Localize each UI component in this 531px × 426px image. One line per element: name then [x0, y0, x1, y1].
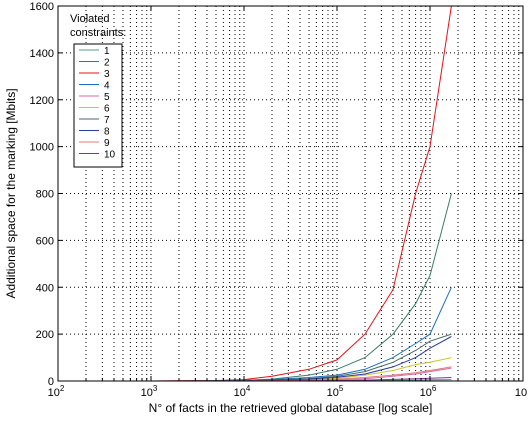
- legend-label-4: 4: [104, 81, 110, 92]
- x-tick-base: 10: [327, 387, 339, 399]
- x-tick-base: 10: [420, 387, 432, 399]
- x-tick-label: 103: [141, 384, 158, 399]
- y-axis-label: Additional space for the marking [Mbits]: [4, 88, 18, 298]
- y-tick-label: 800: [36, 189, 54, 201]
- x-tick-label: 10: [515, 387, 527, 399]
- x-tick-base: 10: [48, 387, 60, 399]
- x-tick-exponent: 6: [432, 384, 437, 393]
- x-tick-exponent: 5: [339, 384, 344, 393]
- x-tick-label: 105: [327, 384, 344, 399]
- y-tick-label: 1000: [30, 142, 54, 154]
- y-tick-label: 1600: [30, 1, 54, 13]
- x-tick-exponent: 4: [246, 384, 251, 393]
- y-tick-label: 1400: [30, 48, 54, 60]
- legend-label-2: 2: [104, 58, 110, 69]
- grid: [58, 6, 523, 381]
- y-tick-label: 0: [48, 376, 54, 388]
- x-tick-base: 10: [234, 387, 246, 399]
- x-tick-label: 106: [420, 384, 437, 399]
- legend-label-5: 5: [104, 92, 110, 103]
- series-line-3: [58, 6, 452, 381]
- legend-label-9: 9: [104, 138, 110, 149]
- legend-label-3: 3: [104, 69, 110, 80]
- y-tick-label: 200: [36, 329, 54, 341]
- legend-label-7: 7: [104, 115, 110, 126]
- legend-label-1: 1: [104, 46, 110, 57]
- legend-title-line-2: constraints:: [70, 27, 126, 39]
- x-tick-label: 104: [234, 384, 251, 399]
- x-tick-label: 102: [48, 384, 65, 399]
- legend-title-line-1: Violated: [70, 13, 110, 25]
- y-tick-label: 600: [36, 235, 54, 247]
- legend-label-8: 8: [104, 127, 110, 138]
- series-line-1: [58, 379, 452, 381]
- x-tick-exponent: 2: [60, 384, 65, 393]
- y-tick-label: 400: [36, 282, 54, 294]
- legend-label-6: 6: [104, 104, 110, 115]
- x-tick-exponent: 3: [153, 384, 158, 393]
- legend-box: [73, 43, 123, 168]
- x-tick-base: 10: [515, 387, 527, 399]
- x-axis-label: N° of facts in the retrieved global data…: [149, 401, 433, 415]
- legend-label-10: 10: [104, 150, 116, 161]
- y-tick-label: 1200: [30, 95, 54, 107]
- x-tick-base: 10: [141, 387, 153, 399]
